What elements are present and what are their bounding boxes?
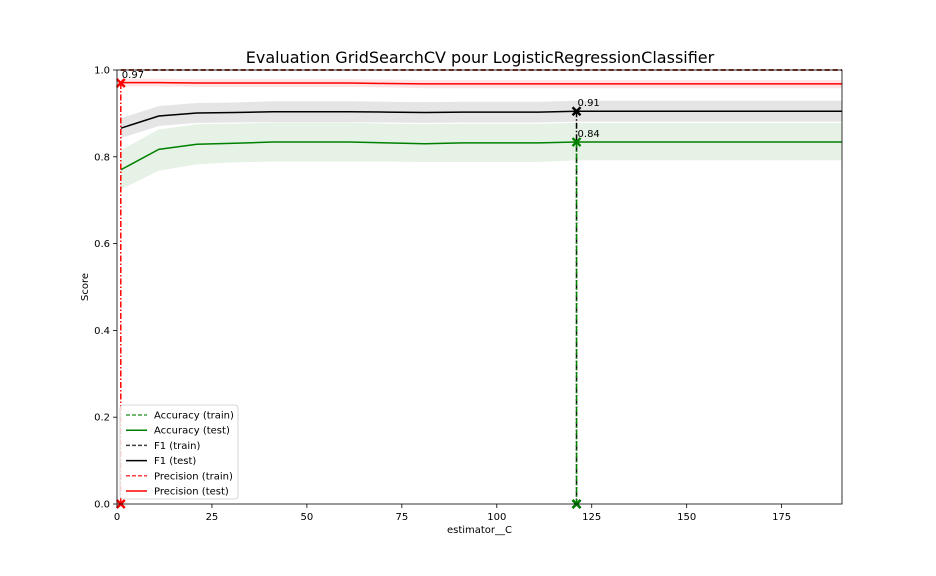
line-accuracy-test [120,141,842,171]
x-tick-label: 0 [114,512,120,523]
x-axis-label: estimator__C [447,525,512,536]
confidence-bands [120,78,843,190]
band-f1-test [120,100,843,139]
best-label-accuracy-test: 0.84 [578,129,600,140]
best-marker-precision-test [115,78,126,88]
x-tick-label: 25 [206,512,219,523]
legend: Accuracy (train) Accuracy (test) F1 (train… [119,404,239,500]
best-label-f1-test: 0.91 [578,98,600,109]
legend-label-precision-train: Precision (train) [154,471,233,482]
x-tick-label: 100 [487,512,506,523]
x-tick-label: 75 [395,512,408,523]
y-tick-label: 1.0 [94,66,110,77]
x-tick-label: 125 [582,512,601,523]
chart-title: Evaluation GridSearchCV pour LogisticReg… [246,48,715,67]
best-marker-accuracy-test [571,137,582,147]
legend-label-accuracy-test: Accuracy (test) [154,426,230,437]
plot-area [116,69,843,505]
y-axis: 0.0 0.2 0.4 0.6 0.8 1.0 [94,66,117,511]
best-marker-f1-test [571,106,582,117]
y-tick-label: 0.6 [94,239,110,250]
y-axis-label: Score [80,273,91,301]
y-tick-label: 0.0 [94,500,110,511]
x-tick-label: 175 [772,512,791,523]
legend-label-accuracy-train: Accuracy (train) [154,411,234,422]
y-tick-label: 0.4 [94,326,110,337]
legend-box [119,404,239,500]
x-axis: 0 25 50 75 100 125 150 175 [114,504,791,523]
legend-label-f1-train: F1 (train) [154,441,200,452]
best-label-precision-test: 0.97 [122,70,144,81]
legend-label-precision-test: Precision (test) [154,487,229,498]
legend-label-f1-test: F1 (test) [154,456,196,467]
band-accuracy-test [120,122,843,190]
line-f1-test [120,110,842,129]
line-precision-test [120,81,842,85]
x-tick-label: 150 [677,512,696,523]
y-tick-label: 0.2 [94,413,110,424]
y-tick-label: 0.8 [94,152,110,163]
best-markers: 0.97 0.91 0.84 [115,70,600,509]
x-tick-label: 50 [301,512,314,523]
